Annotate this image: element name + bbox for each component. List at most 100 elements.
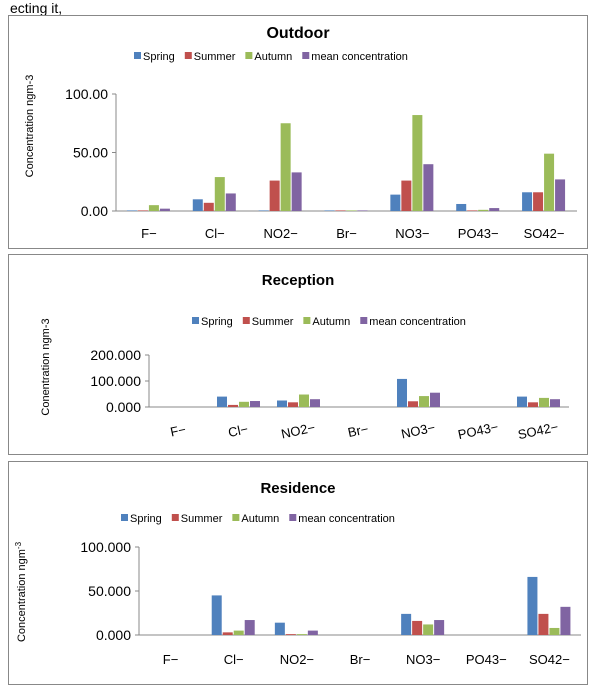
bar-spring [517, 396, 527, 407]
legend-swatch [171, 514, 179, 521]
bar-mean-concentration [307, 630, 318, 635]
x-tick-label: Cl− [227, 421, 250, 440]
bar-autumn [412, 115, 423, 211]
bar-mean-concentration [555, 179, 566, 211]
bar-spring [401, 613, 412, 635]
legend-swatch [302, 52, 310, 59]
legend-swatch [360, 317, 368, 324]
bar-summer [533, 192, 544, 211]
bar-autumn [549, 627, 560, 635]
bar-summer [203, 202, 214, 211]
legend-label: mean concentration [369, 316, 466, 328]
legend-label: Spring [130, 513, 162, 525]
bar-mean-concentration [250, 401, 260, 407]
x-tick-label: SO42− [529, 652, 570, 667]
legend-label: Summer [181, 513, 223, 525]
x-tick-label: SO42− [524, 226, 565, 241]
bar-autumn [544, 153, 555, 211]
x-tick-label: NO3− [406, 652, 440, 667]
bar-summer [285, 634, 296, 635]
bar-autumn [539, 397, 549, 407]
y-tick-label: 0.00 [81, 203, 108, 219]
x-tick-label: Br− [350, 652, 371, 667]
y-axis-label: Conentration ngm-3 [40, 318, 52, 415]
bar-spring [397, 378, 407, 407]
legend-label: Autumn [312, 316, 350, 328]
y-tick-label: 100.00 [65, 86, 108, 102]
x-tick-label: Br− [346, 421, 369, 440]
bar-mean-concentration [225, 193, 236, 211]
bar-summer [401, 180, 412, 211]
bar-summer [137, 210, 148, 211]
bar-autumn [280, 123, 291, 211]
bar-mean-concentration [430, 392, 440, 407]
bar-summer [467, 210, 478, 211]
y-axis-label: Concentration ngm-3 [24, 75, 36, 178]
bar-autumn [478, 209, 489, 211]
bar-summer [538, 613, 549, 635]
legend-swatch [289, 514, 297, 521]
legend-swatch [121, 514, 128, 521]
bar-summer [335, 210, 346, 211]
bar-autumn [239, 401, 249, 407]
cropped-header-text: ecting it, [10, 0, 63, 16]
bar-summer [412, 620, 423, 635]
legend-label: Summer [194, 51, 236, 63]
bar-autumn [419, 396, 429, 407]
bar-spring [390, 194, 401, 211]
bar-mean-concentration [357, 210, 368, 211]
y-tick-label: 0.000 [96, 627, 131, 643]
outdoor-chart: Outdoor Spring Summer Autumn mean concentrat… [24, 25, 577, 241]
bar-summer [408, 401, 418, 407]
x-tick-label: Cl− [224, 652, 244, 667]
residence-chart-panel: Residence Spring Summer Autumn mean concentr… [8, 461, 588, 685]
x-tick-label: F− [169, 422, 187, 440]
legend-swatch [192, 317, 199, 324]
bar-spring [527, 576, 538, 635]
bar-mean-concentration [291, 172, 302, 211]
y-tick-label: 100.000 [80, 539, 131, 555]
bar-autumn [296, 634, 307, 635]
bar-summer [222, 632, 233, 635]
x-tick-label: F− [163, 652, 179, 667]
x-tick-label: NO2− [280, 420, 317, 442]
legend-swatch [242, 317, 250, 324]
x-tick-label: NO3− [395, 226, 429, 241]
legend-label: mean concentration [311, 51, 408, 63]
bar-summer [228, 404, 238, 407]
y-axis-label-superscript: -3 [14, 541, 23, 549]
x-tick-label: F− [141, 226, 157, 241]
bar-mean-concentration [244, 620, 255, 635]
bar-mean-concentration [423, 164, 434, 211]
bar-mean-concentration [159, 208, 170, 211]
chart-title: Residence [260, 480, 335, 497]
reception-chart-panel: Reception Spring Summer Autumn mean concentr… [8, 254, 588, 455]
bar-spring [324, 210, 335, 211]
bar-mean-concentration [560, 606, 571, 635]
chart-title: Reception [262, 272, 335, 289]
bar-mean-concentration [489, 208, 500, 211]
bar-summer [528, 402, 538, 407]
bar-spring [258, 210, 269, 211]
y-tick-label: 200.000 [90, 347, 141, 363]
legend-label: Summer [252, 316, 294, 328]
legend-label: Spring [201, 316, 233, 328]
y-tick-label: 100.000 [90, 373, 141, 389]
legend-label: Autumn [254, 51, 292, 63]
outdoor-chart-panel: Outdoor Spring Summer Autumn mean concentrat… [8, 15, 588, 249]
bar-autumn [423, 624, 434, 635]
residence-chart: Residence Spring Summer Autumn mean concentr… [14, 480, 581, 667]
bar-spring [192, 199, 203, 211]
bar-mean-concentration [550, 399, 560, 407]
bar-autumn [299, 394, 309, 407]
y-axis-label: Concentration ngm-3 [14, 541, 29, 642]
x-tick-label: NO2− [280, 652, 314, 667]
reception-chart: Reception Spring Summer Autumn mean concentr… [40, 272, 569, 442]
bar-spring [274, 622, 285, 635]
bar-spring [211, 595, 222, 635]
bar-autumn [233, 630, 244, 635]
x-tick-label: PO43− [466, 652, 507, 667]
x-tick-label: PO43− [458, 226, 499, 241]
legend-swatch [303, 317, 311, 324]
x-tick-label: NO2− [263, 226, 297, 241]
